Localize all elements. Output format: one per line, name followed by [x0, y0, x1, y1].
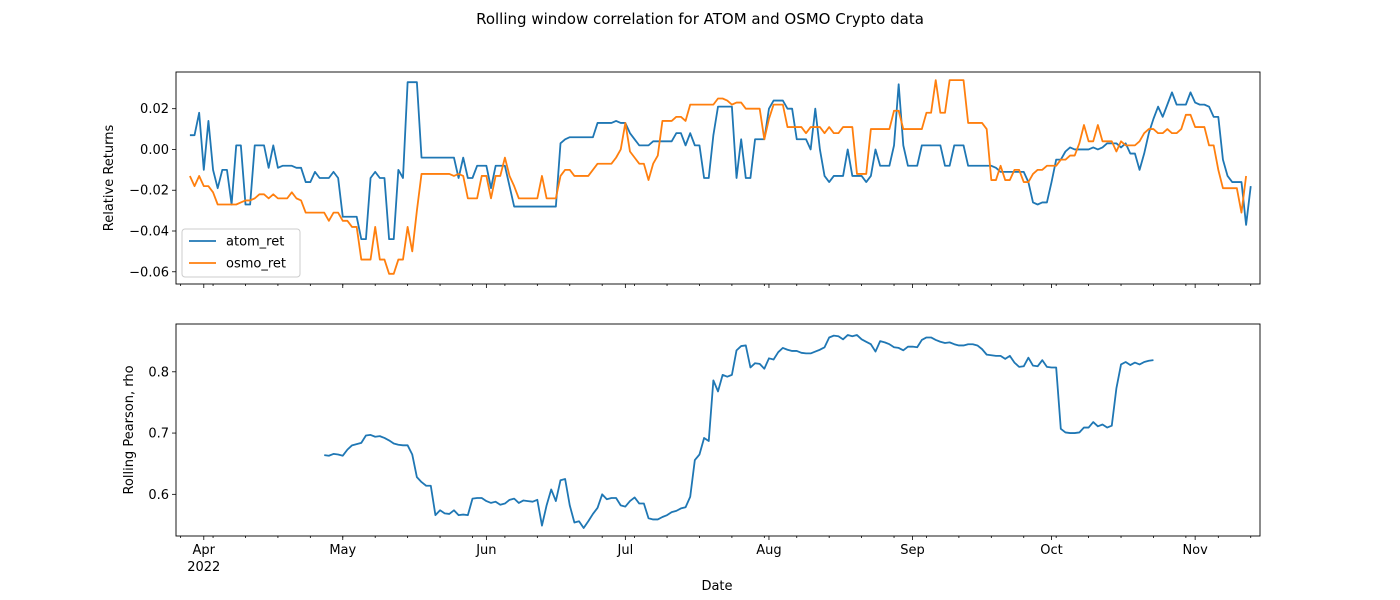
series-line-atom_ret — [189, 81, 1252, 241]
legend-label-atom_ret: atom_ret — [226, 235, 284, 250]
axes-frame — [175, 71, 1261, 285]
x-tick-label: Apr — [193, 543, 216, 558]
y-tick-label: 0.00 — [140, 143, 169, 158]
x-tick-year-label: 2022 — [187, 560, 220, 575]
y-tick-label: −0.04 — [129, 225, 169, 240]
x-axis-label: Date — [701, 579, 732, 594]
legend-label-osmo_ret: osmo_ret — [226, 257, 286, 272]
y-tick-label: 0.02 — [140, 102, 169, 117]
x-tick-label: May — [329, 543, 356, 558]
x-tick-label: Jul — [617, 543, 634, 558]
x-tick-label: Nov — [1182, 543, 1208, 558]
subplot-1: −0.06 −0.04 −0.02 0.00 0.02 Relative Returns a… — [102, 71, 1261, 288]
y-axis-label: Rolling Pearson, rho — [122, 365, 137, 494]
x-tick-label: Sep — [900, 543, 925, 558]
axes-frame — [175, 323, 1261, 537]
y-axis-label: Relative Returns — [102, 125, 117, 232]
x-tick-label: Aug — [756, 543, 781, 558]
x-tick-label: Oct — [1040, 543, 1062, 558]
figure-title: Rolling window correlation for ATOM and … — [476, 10, 924, 28]
subplot-2: Apr 2022 May Jun Jul Aug Sep Oct Nov 0.6 0.7 0.8 Rol… — [122, 323, 1261, 575]
y-tick-label: −0.02 — [129, 184, 169, 199]
y-tick-label: 0.7 — [148, 427, 169, 442]
plots-layer: −0.06 −0.04 −0.02 0.00 0.02 Relative Returns a… — [102, 71, 1261, 575]
series-line-rho — [324, 334, 1154, 529]
x-tick-label: Jun — [475, 543, 496, 558]
series-line-osmo_ret — [189, 79, 1247, 275]
y-tick-label: 0.8 — [148, 365, 169, 380]
y-tick-label: 0.6 — [148, 488, 169, 503]
y-tick-label: −0.06 — [129, 265, 169, 280]
